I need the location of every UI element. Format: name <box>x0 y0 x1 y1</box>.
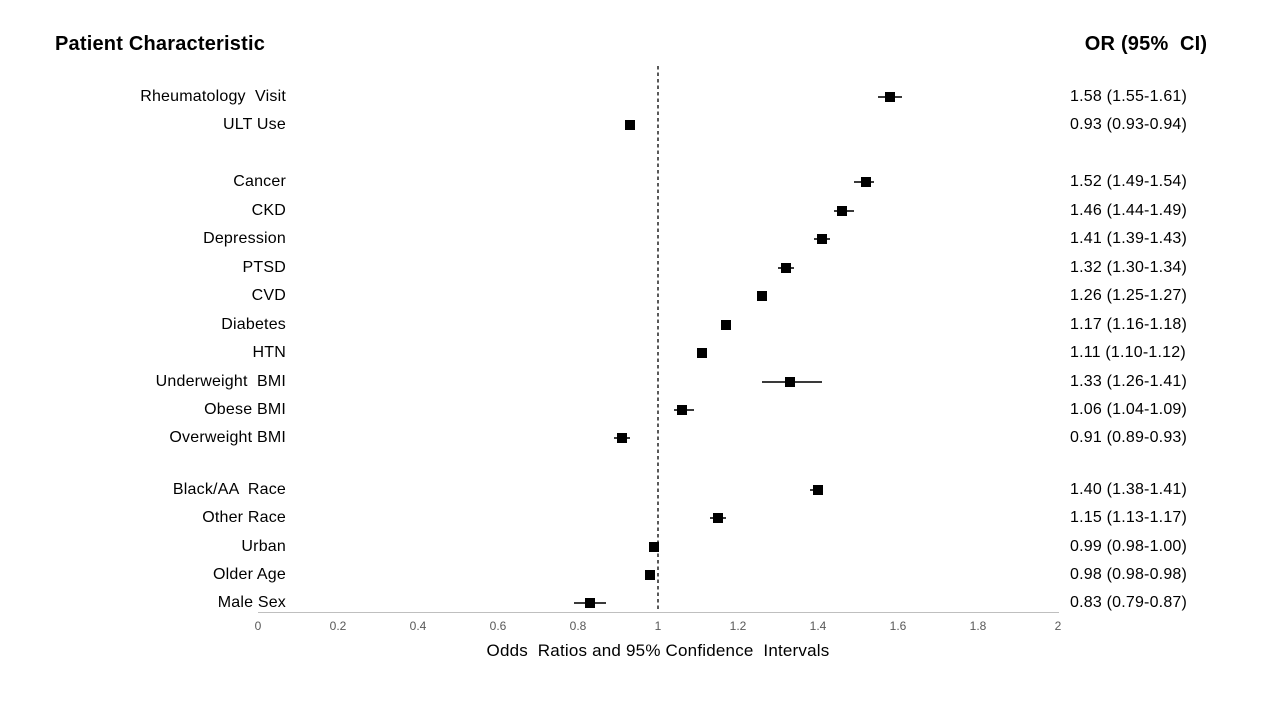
row-label: HTN <box>252 344 286 362</box>
row-label: Male Sex <box>217 594 286 612</box>
or-ci-value: 0.99 (0.98-1.00) <box>1070 537 1188 555</box>
x-tick-label: 1.6 <box>889 619 907 633</box>
x-tick-label: 2 <box>1054 619 1062 633</box>
odds-ratio-marker <box>697 348 707 359</box>
row-label: CVD <box>251 287 286 305</box>
row-label: Diabetes <box>221 315 286 333</box>
row-label: Underweight BMI <box>155 372 286 390</box>
or-ci-value: 0.83 (0.79-0.87) <box>1070 594 1188 612</box>
or-ci-value: 1.58 (1.55-1.61) <box>1070 88 1188 105</box>
or-ci-value: 1.06 (1.04-1.09) <box>1070 400 1188 418</box>
or-ci-value: 0.93 (0.93-0.94) <box>1070 116 1188 134</box>
odds-ratio-marker <box>785 376 795 387</box>
odds-ratio-marker <box>721 319 731 330</box>
odds-ratio-marker <box>713 513 723 524</box>
odds-ratio-marker <box>677 404 687 415</box>
row-label: CKD <box>251 201 286 219</box>
or-ci-value: 1.17 (1.16-1.18) <box>1070 315 1188 333</box>
column-header-patient-characteristic: Patient Characteristic <box>55 33 266 55</box>
x-tick-label: 0.6 <box>489 619 507 633</box>
odds-ratio-marker <box>781 262 791 273</box>
row-label: Depression <box>203 230 286 248</box>
odds-ratio-marker <box>649 541 659 552</box>
row-label: PTSD <box>242 258 286 276</box>
odds-ratio-marker <box>885 92 895 102</box>
x-tick-label: 0.2 <box>329 619 347 633</box>
row-label: Overweight BMI <box>169 429 286 447</box>
or-ci-value: 1.32 (1.30-1.34) <box>1070 258 1188 276</box>
row-label: Cancer <box>233 173 286 191</box>
row-label: Other Race <box>202 509 286 527</box>
odds-ratio-marker <box>837 205 847 216</box>
odds-ratio-marker <box>757 291 767 302</box>
or-ci-value: 1.33 (1.26-1.41) <box>1070 372 1188 390</box>
x-axis-line <box>258 612 1059 613</box>
odds-ratio-marker <box>861 177 871 188</box>
or-ci-value: 1.41 (1.39-1.43) <box>1070 230 1188 248</box>
row-label: Urban <box>241 537 286 555</box>
or-ci-value: 1.15 (1.13-1.17) <box>1070 509 1188 527</box>
row-label: Older Age <box>213 565 286 583</box>
odds-ratio-marker <box>585 598 595 609</box>
x-tick-label: 0 <box>254 619 262 633</box>
x-tick-label: 1 <box>654 619 662 633</box>
odds-ratio-marker <box>817 234 827 245</box>
or-ci-value: 1.52 (1.49-1.54) <box>1070 173 1188 191</box>
row-label: Obese BMI <box>204 400 286 418</box>
or-ci-value: 1.11 (1.10-1.12) <box>1070 344 1186 362</box>
or-ci-value: 0.91 (0.89-0.93) <box>1070 429 1188 447</box>
or-ci-value: 0.98 (0.98-0.98) <box>1070 565 1188 583</box>
or-ci-value: 1.46 (1.44-1.49) <box>1070 201 1188 219</box>
row-label: Rheumatology Visit <box>140 88 286 105</box>
or-ci-value: 1.40 (1.38-1.41) <box>1070 480 1188 498</box>
reference-line-or-1 <box>657 66 659 613</box>
odds-ratio-marker <box>617 433 627 444</box>
row-label: ULT Use <box>222 116 286 134</box>
odds-ratio-marker <box>645 569 655 580</box>
row-label: Black/AA Race <box>172 480 286 498</box>
x-axis-title: Odds Ratios and 95% Confidence Intervals <box>486 641 830 660</box>
x-tick-label: 1.2 <box>729 619 747 633</box>
x-tick-label: 0.8 <box>569 619 587 633</box>
odds-ratio-marker <box>813 484 823 495</box>
x-tick-label: 1.4 <box>809 619 827 633</box>
column-header-or-ci: OR (95% CI) <box>1084 33 1208 55</box>
x-tick-label: 0.4 <box>409 619 427 633</box>
odds-ratio-marker <box>625 120 635 131</box>
x-tick-label: 1.8 <box>969 619 987 633</box>
or-ci-value: 1.26 (1.25-1.27) <box>1070 287 1188 305</box>
